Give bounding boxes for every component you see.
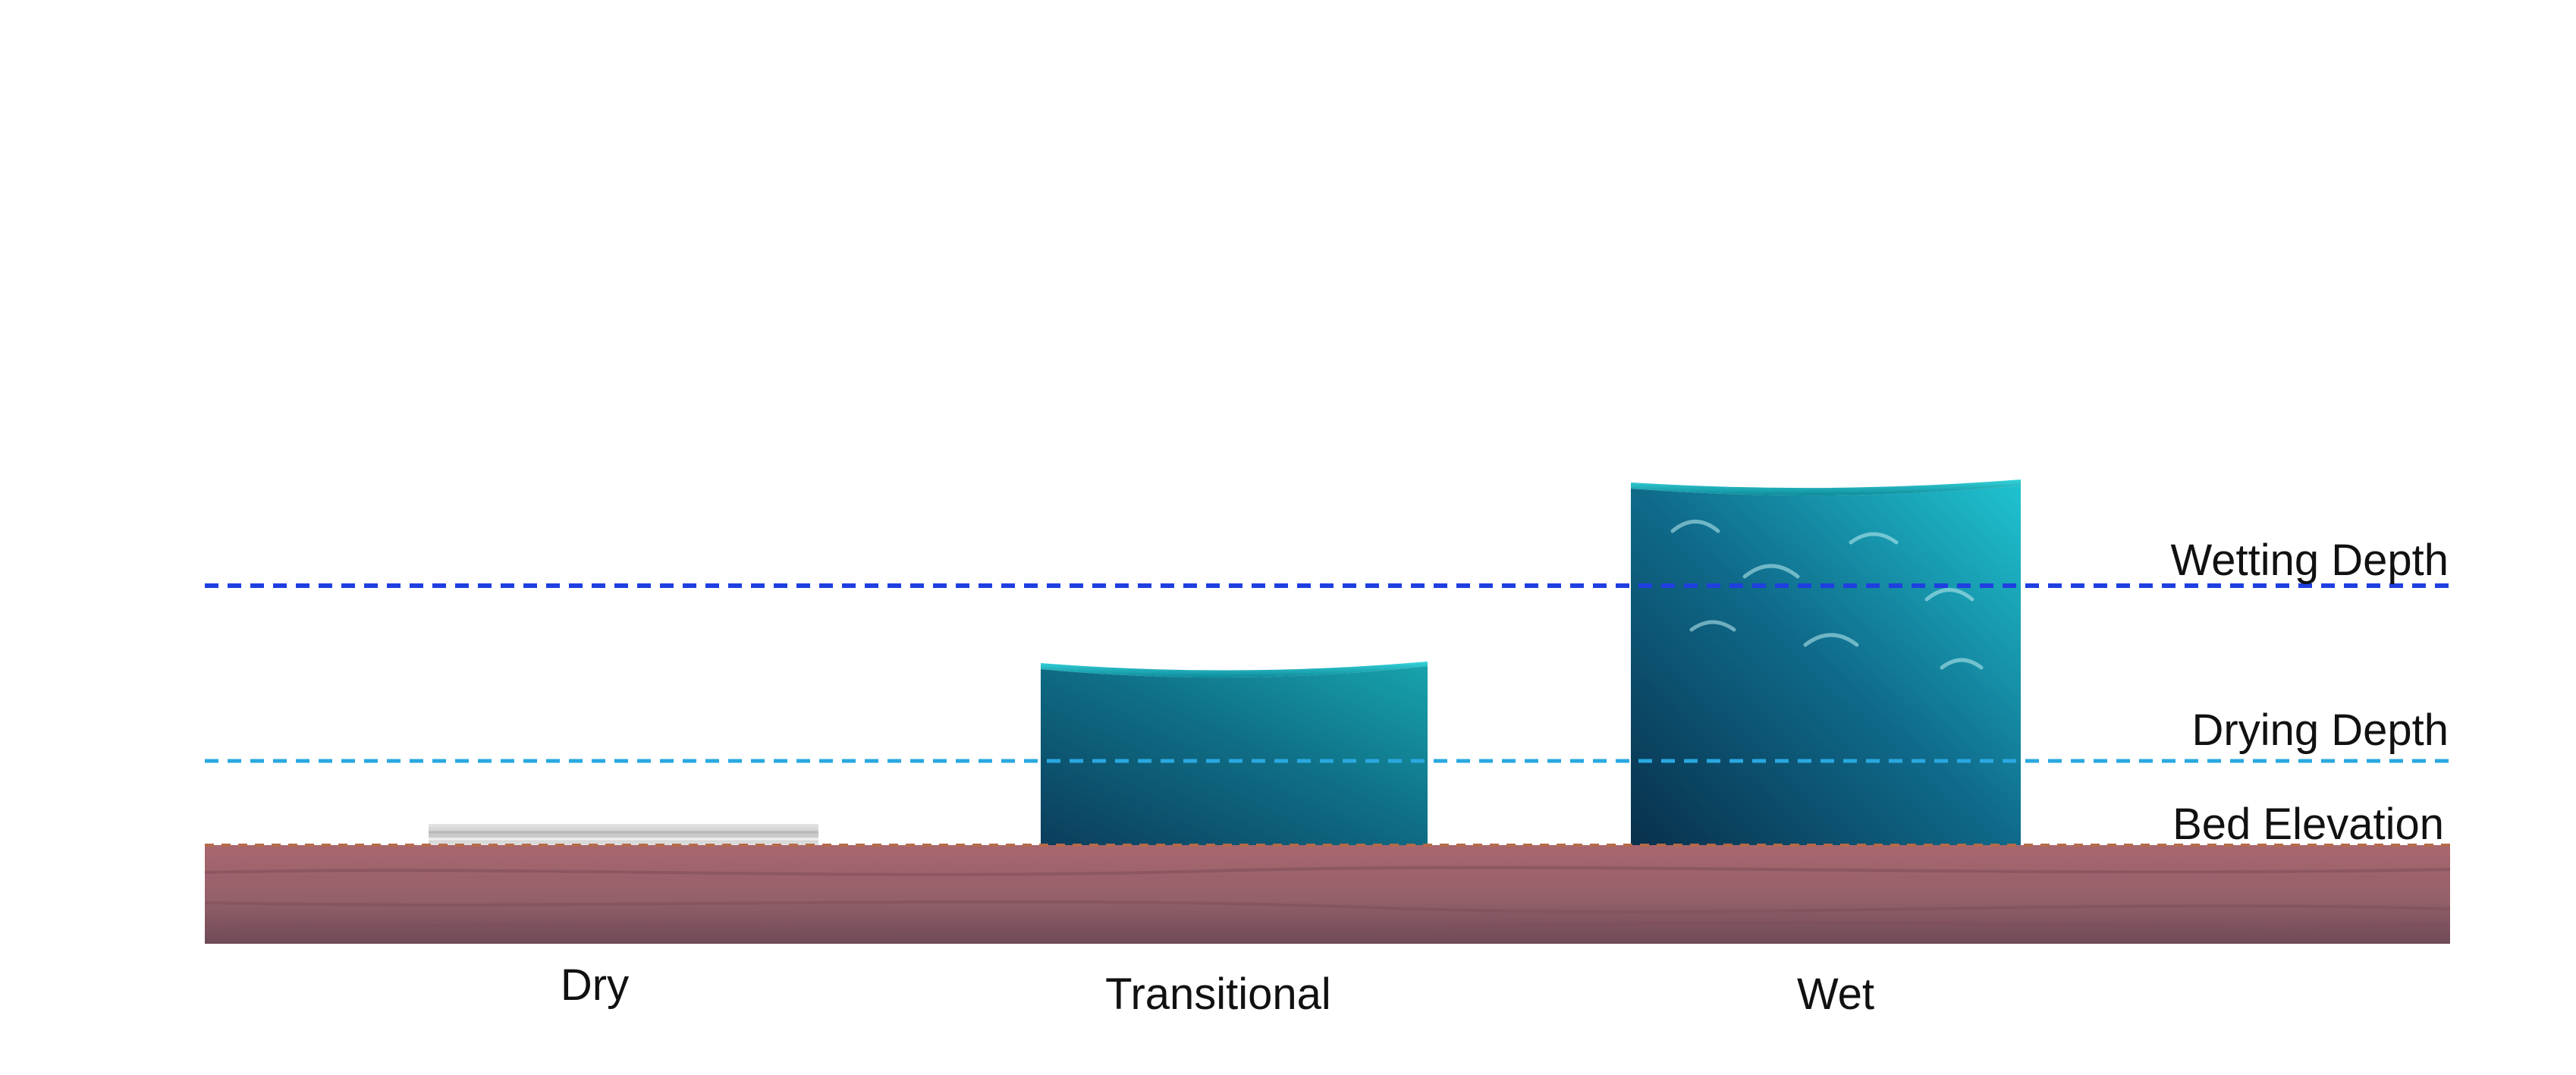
dry-cell bbox=[429, 824, 818, 845]
dry-slab bbox=[429, 824, 818, 845]
bed bbox=[204, 845, 2451, 944]
wet-water-column bbox=[1631, 479, 2021, 845]
transitional-water-body bbox=[1041, 666, 1428, 845]
wetting-depth-label: Wetting Depth bbox=[2171, 536, 2449, 585]
bed-elevation-label: Bed Elevation bbox=[2172, 800, 2444, 849]
wet-cell-label: Wet bbox=[1797, 970, 1874, 1019]
drying-depth-label: Drying Depth bbox=[2192, 706, 2449, 755]
dry-cell-label: Dry bbox=[561, 960, 629, 1010]
wet-water-surface bbox=[1631, 479, 2021, 496]
transitional-cell-label: Transitional bbox=[1105, 970, 1331, 1019]
bed-grain bbox=[204, 866, 2451, 931]
transitional-water-surface bbox=[1041, 662, 1428, 678]
wet-water-ripples bbox=[1670, 520, 1984, 670]
wet-water-body bbox=[1631, 486, 2021, 845]
transitional-water-column bbox=[1041, 662, 1428, 845]
